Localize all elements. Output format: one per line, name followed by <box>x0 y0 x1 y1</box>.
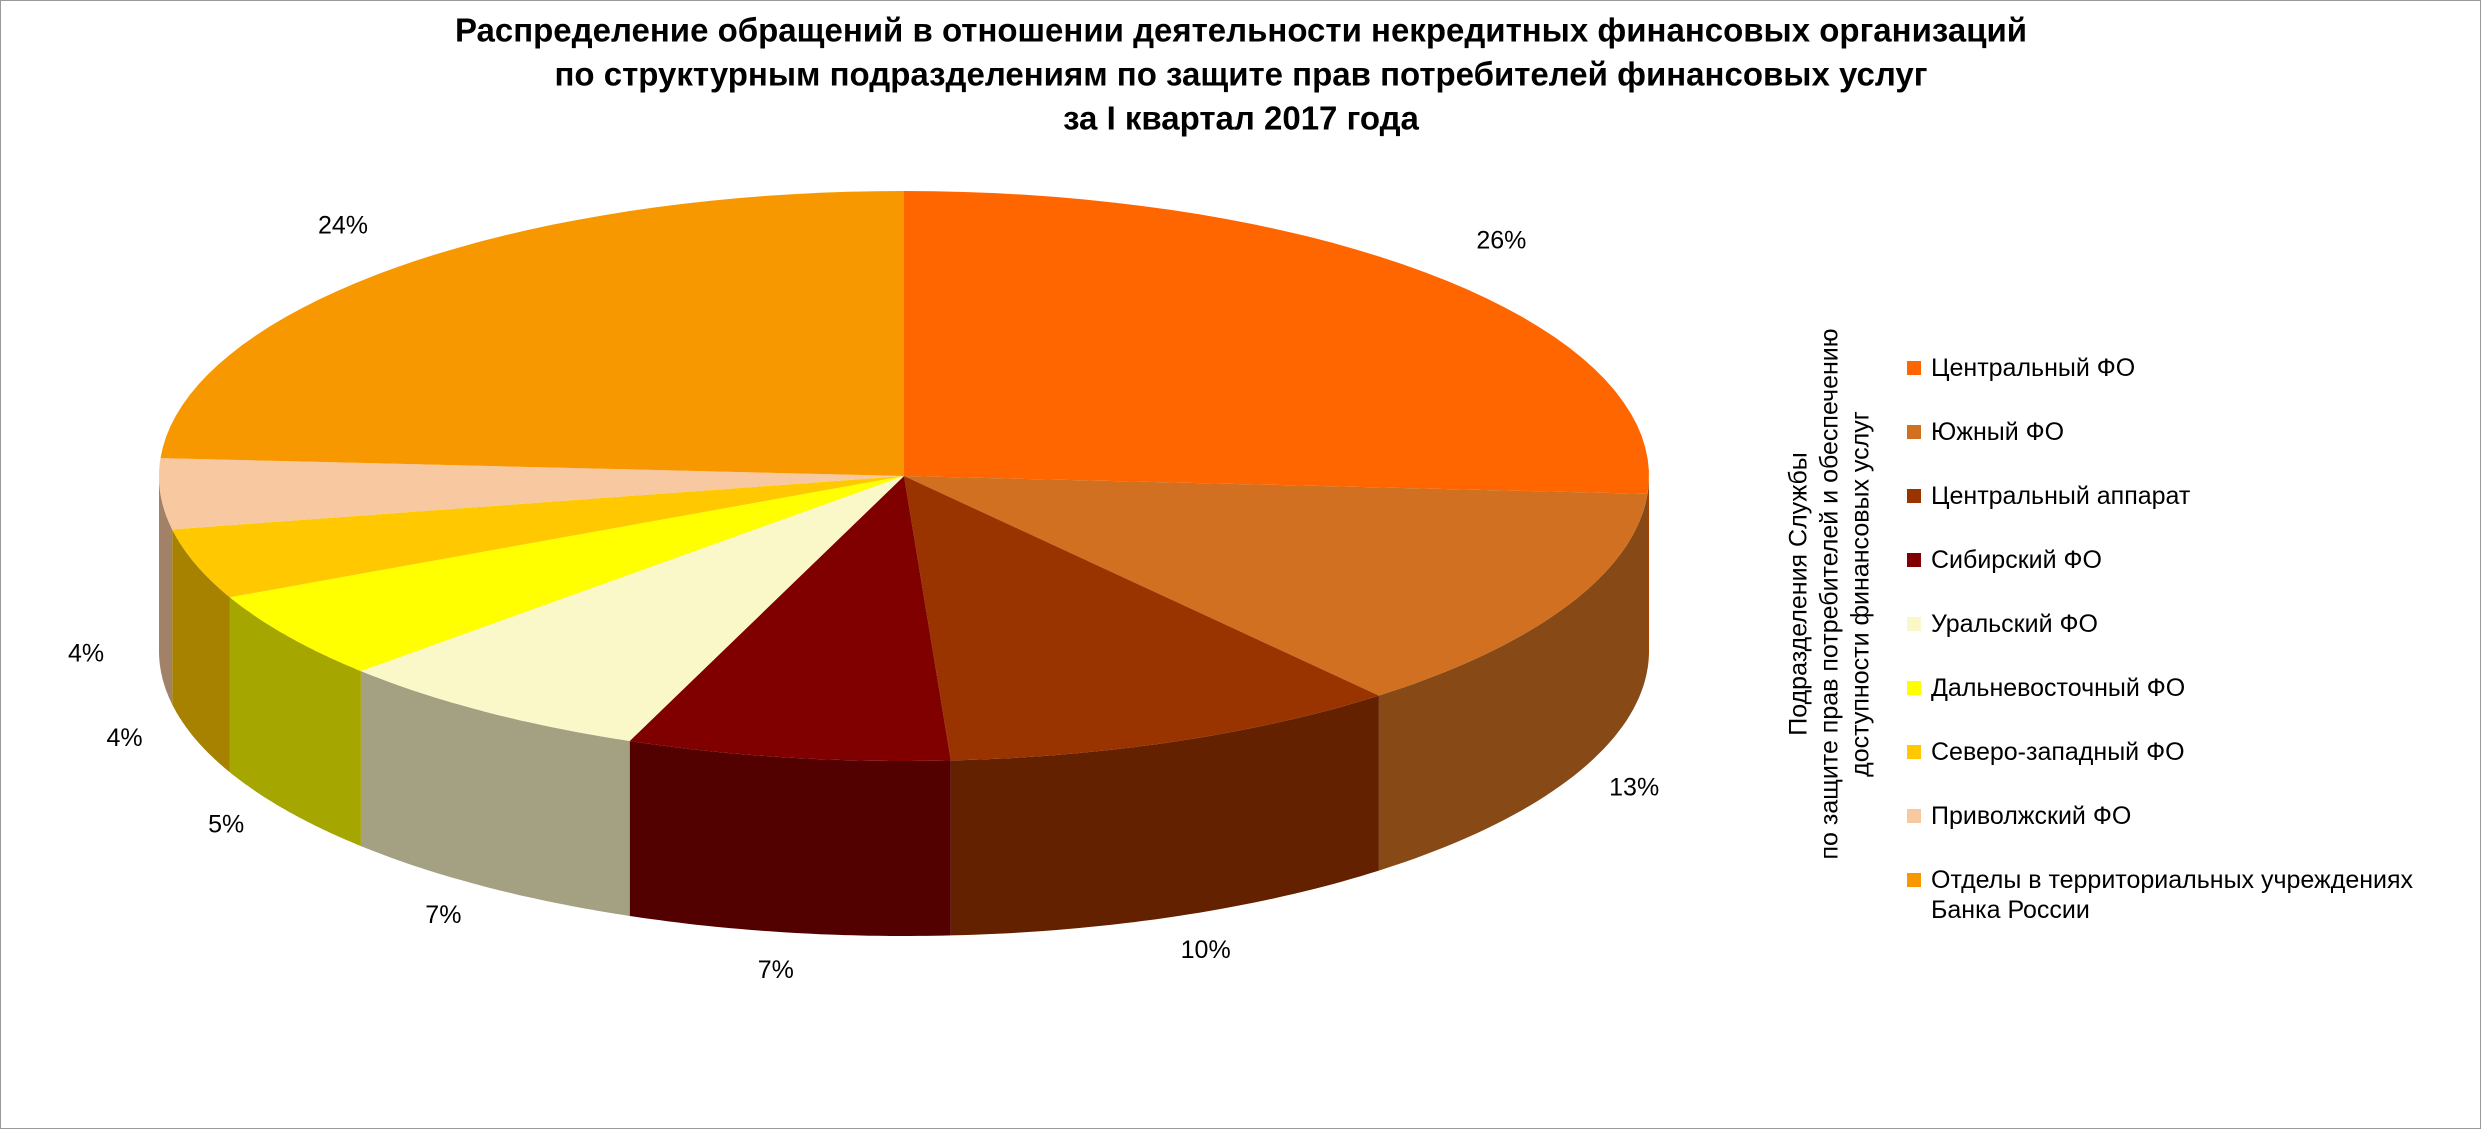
legend-label: Северо-западный ФО <box>1931 738 2185 766</box>
legend-entry: Отделы в территориальных учреждениях Бан… <box>1907 865 2467 929</box>
value-label: 7% <box>425 901 461 929</box>
legend-label: Центральный ФО <box>1931 354 2136 382</box>
legend-swatch <box>1907 489 1921 503</box>
legend-swatch <box>1907 361 1921 375</box>
slice-side <box>159 476 173 705</box>
slice-side <box>629 741 951 936</box>
slice-side <box>360 671 630 916</box>
slice <box>904 476 1648 696</box>
legend-entry: Южный ФО <box>1907 417 2467 481</box>
legend-entry: Северо-западный ФО <box>1907 737 2467 801</box>
slice-side <box>1647 476 1649 669</box>
slice <box>904 191 1649 494</box>
value-label: 5% <box>208 810 244 838</box>
legend-label: Центральный аппарат <box>1931 482 2191 510</box>
chart-title: по структурным подразделениям по защите … <box>555 56 1928 93</box>
slice <box>160 191 904 476</box>
legend-swatch <box>1907 617 1921 631</box>
value-label: 13% <box>1609 773 1659 801</box>
legend-label: Приволжский ФО <box>1931 802 2132 830</box>
legend-label: Уральский ФО <box>1931 610 2098 638</box>
slice <box>629 476 951 761</box>
slice <box>172 476 904 598</box>
legend-swatch <box>1907 425 1921 439</box>
legend-title-line: Подразделения Службы <box>1785 452 1813 735</box>
legend-swatch <box>1907 745 1921 759</box>
slice-side <box>950 695 1379 936</box>
legend-swatch <box>1907 809 1921 823</box>
legend-swatch <box>1907 873 1921 887</box>
legend-entry: Сибирский ФО <box>1907 545 2467 609</box>
legend-label: Сибирский ФО <box>1931 546 2102 574</box>
chart-title: Распределение обращений в отношении деят… <box>455 12 2027 49</box>
legend-label: Отделы в территориальных учреждениях Бан… <box>1931 866 2414 924</box>
value-label: 26% <box>1476 226 1526 254</box>
legend-swatch <box>1907 553 1921 567</box>
legend-entry: Приволжский ФО <box>1907 801 2467 865</box>
chart-title: за I квартал 2017 года <box>1063 100 1419 137</box>
legend-entry: Центральный ФО <box>1907 353 2467 417</box>
legend-title-line: по защите прав потребителей и обеспечени… <box>1816 329 1844 860</box>
slice-side <box>172 529 230 773</box>
slice <box>904 476 1379 761</box>
slice-side <box>1378 493 1648 871</box>
legend: Центральный ФО Южный ФО Центральный аппара… <box>1907 353 2467 929</box>
slice <box>159 458 904 530</box>
value-label: 4% <box>68 640 104 668</box>
legend-label: Дальневосточный ФО <box>1931 674 2186 702</box>
legend-label: Южный ФО <box>1931 418 2065 446</box>
value-label: 24% <box>318 211 368 239</box>
legend-swatch <box>1907 681 1921 695</box>
value-label: 10% <box>1181 936 1231 964</box>
value-label: 4% <box>107 724 143 752</box>
legend-title-line: доступности финансовых услуг <box>1847 411 1875 777</box>
slice-side <box>229 597 361 847</box>
legend-entry: Центральный аппарат <box>1907 481 2467 545</box>
slice <box>229 476 904 672</box>
slice <box>360 476 904 741</box>
legend-entry: Дальневосточный ФО <box>1907 673 2467 737</box>
legend-title: Подразделения Службы по защите прав потре… <box>1785 329 1875 860</box>
legend-entry: Уральский ФО <box>1907 609 2467 673</box>
value-label: 7% <box>758 956 794 984</box>
